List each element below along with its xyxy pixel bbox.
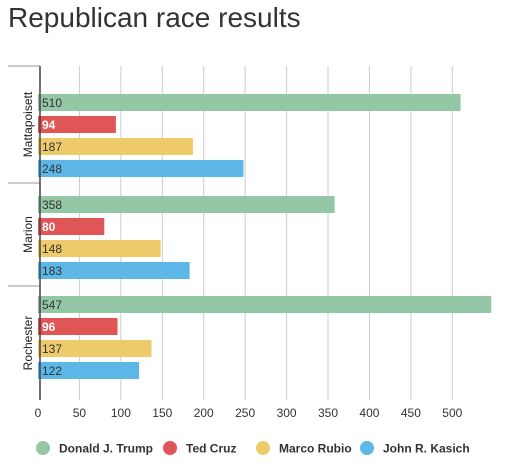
bar-value-label: 248 — [42, 162, 62, 176]
legend-label: John R. Kasich — [383, 442, 470, 456]
legend-label: Donald J. Trump — [59, 442, 153, 456]
bar — [38, 94, 461, 111]
x-tick-label: 400 — [359, 406, 379, 420]
group-separators — [8, 65, 40, 287]
bar — [38, 138, 193, 155]
bar — [38, 340, 152, 357]
bar — [38, 116, 116, 133]
x-tick-label: 150 — [152, 406, 172, 420]
bar — [38, 362, 140, 379]
category-label: Marion — [21, 216, 35, 253]
x-tick-label: 500 — [442, 406, 462, 420]
legend-label: Ted Cruz — [186, 442, 236, 456]
legend: Donald J. Trump Ted Cruz Marco Rubio John R… — [36, 441, 470, 456]
x-tick-label: 0 — [35, 406, 42, 420]
legend-swatch — [163, 441, 177, 455]
bars: 510 94 187 248 358 80 148 183 547 96 137 122 — [38, 94, 492, 379]
x-tick-label: 250 — [235, 406, 255, 420]
bar — [38, 240, 161, 257]
bar — [38, 318, 118, 335]
bar-value-label: 358 — [42, 198, 62, 212]
legend-swatch — [360, 441, 374, 455]
bar-value-label: 183 — [42, 264, 62, 278]
legend-swatch — [36, 441, 50, 455]
bar-value-label: 187 — [42, 140, 62, 154]
legend-swatch — [256, 441, 270, 455]
x-axis-ticks: 0 50 100 150 200 250 300 350 400 450 500 — [35, 406, 463, 420]
bar — [38, 160, 244, 177]
x-tick-label: 450 — [401, 406, 421, 420]
bar-value-label: 96 — [42, 320, 56, 334]
category-label: Rochester — [21, 316, 35, 371]
bar-value-label: 547 — [42, 298, 62, 312]
bar — [38, 196, 335, 213]
chart-title: Republican race results — [8, 2, 301, 33]
x-tick-label: 50 — [73, 406, 87, 420]
category-labels: Mattapoisett Marion Rochester — [21, 91, 35, 370]
bar-value-label: 510 — [42, 96, 62, 110]
bar — [38, 218, 105, 235]
bar-value-label: 122 — [42, 364, 62, 378]
bar-value-label: 94 — [42, 118, 56, 132]
gridlines — [78, 66, 453, 400]
bar-value-label: 137 — [42, 342, 62, 356]
bar-value-label: 80 — [42, 220, 56, 234]
bar — [38, 262, 190, 279]
legend-label: Marco Rubio — [279, 442, 352, 456]
category-label: Mattapoisett — [21, 91, 35, 157]
x-tick-label: 350 — [318, 406, 338, 420]
x-tick-label: 300 — [277, 406, 297, 420]
x-tick-label: 100 — [111, 406, 131, 420]
bar — [38, 296, 492, 313]
x-tick-label: 200 — [194, 406, 214, 420]
bar-value-label: 148 — [42, 242, 62, 256]
